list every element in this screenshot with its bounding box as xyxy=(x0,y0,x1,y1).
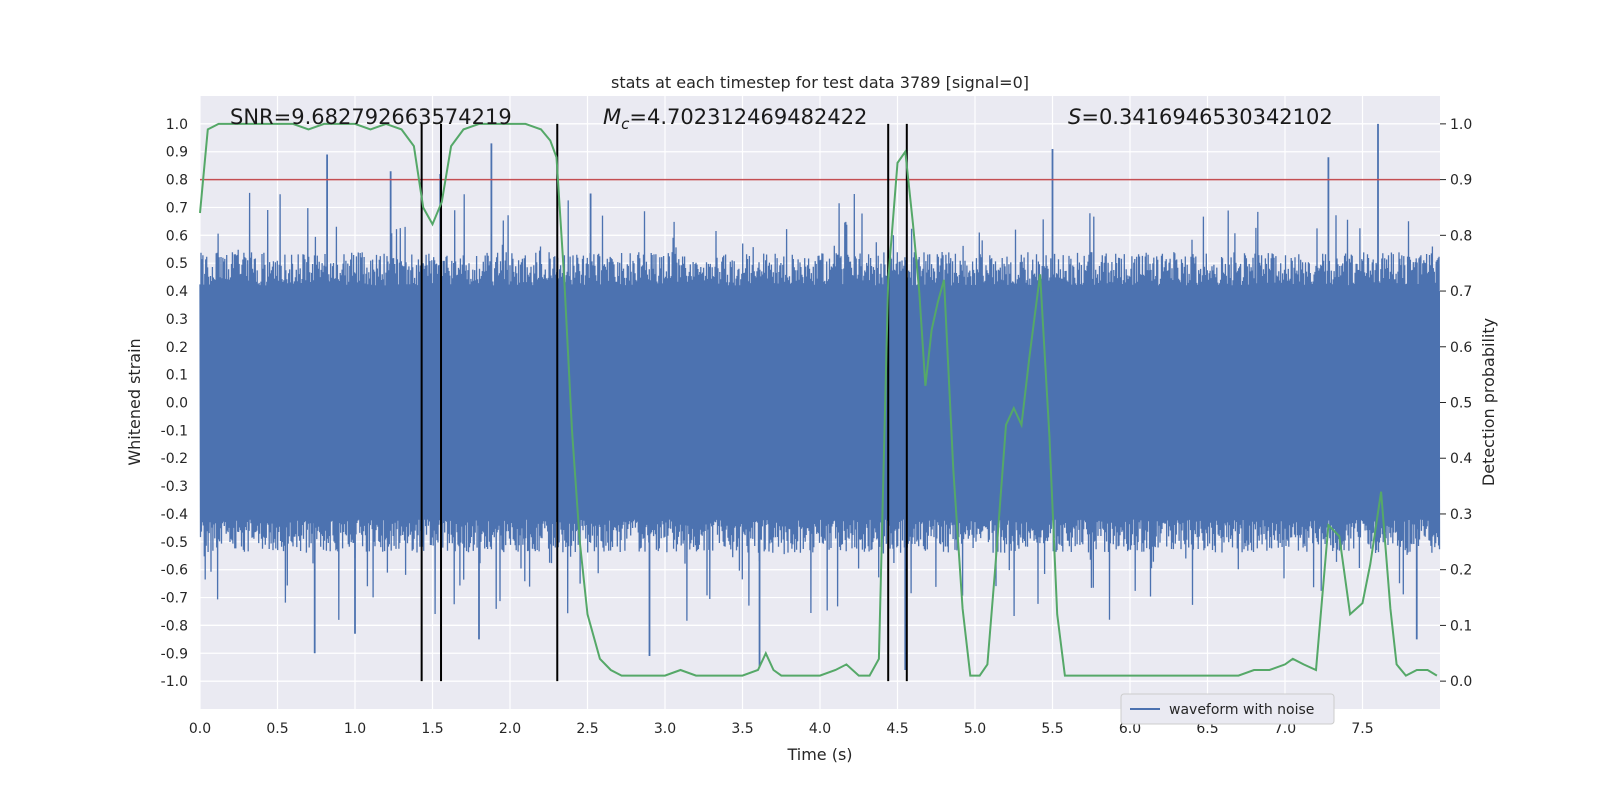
y-tick-label: -0.9 xyxy=(161,646,188,662)
y-tick-label: -0.7 xyxy=(161,591,188,607)
y-tick-label: -0.3 xyxy=(161,479,188,495)
y-tick-label: -0.5 xyxy=(161,535,188,551)
s-symbol: S xyxy=(1068,105,1081,129)
y-tick-label: -0.1 xyxy=(161,423,188,439)
y2-tick-label: 0.3 xyxy=(1450,507,1472,523)
y-tick-label: 0.6 xyxy=(166,228,188,244)
waveform-band xyxy=(200,291,1440,514)
chirp-mass-annotation: Mc=4.702312469482422 xyxy=(603,105,867,133)
y-ticks: 1.0 0.9 0.8 0.7 0.6 0.5 0.4 0.3 0.2 0.1 0.0 -0.1 -0.… xyxy=(161,117,188,690)
y-tick-label: -0.8 xyxy=(161,618,188,634)
y-tick-label: 0.5 xyxy=(166,256,188,272)
x-tick-label: 2.0 xyxy=(499,721,521,737)
y2-tick-label: 0.4 xyxy=(1450,451,1472,467)
y-tick-label: 0.3 xyxy=(166,312,188,328)
x-tick-label: 3.5 xyxy=(731,721,753,737)
y2-tick-label: 0.2 xyxy=(1450,563,1472,579)
y2-ticks: 1.0 0.9 0.8 0.7 0.6 0.5 0.4 0.3 0.2 0.1 0.0 xyxy=(1440,117,1472,690)
x-tick-label: 6.5 xyxy=(1196,721,1218,737)
x-tick-label: 0.0 xyxy=(189,721,211,737)
x-tick-label: 5.0 xyxy=(964,721,986,737)
legend-label: waveform with noise xyxy=(1169,702,1314,718)
y2-tick-label: 0.7 xyxy=(1450,284,1472,300)
waveform-series xyxy=(199,123,1441,670)
y-tick-label: 0.0 xyxy=(166,396,188,412)
vertical-lines xyxy=(420,123,908,682)
s-value: =0.3416946530342102 xyxy=(1081,105,1332,129)
y-tick-label: -0.6 xyxy=(161,563,188,579)
x-tick-label: 1.0 xyxy=(344,721,366,737)
x-tick-label: 5.5 xyxy=(1041,721,1063,737)
snr-annotation: SNR=9.682792663574219 xyxy=(230,105,512,129)
y-tick-label: -0.2 xyxy=(161,451,188,467)
y2-tick-label: 1.0 xyxy=(1450,117,1472,133)
y2-axis-label: Detection probability xyxy=(1479,318,1498,486)
probability-line xyxy=(199,122,1438,677)
x-tick-label: 4.0 xyxy=(809,721,831,737)
probability-series xyxy=(199,122,1438,677)
y2-tick-label: 0.9 xyxy=(1450,173,1472,189)
mc-symbol: M xyxy=(603,105,621,129)
y-tick-label: 1.0 xyxy=(166,117,188,133)
y-tick-label: 0.4 xyxy=(166,284,188,300)
y-tick-label: 0.8 xyxy=(166,173,188,189)
x-tick-label: 3.0 xyxy=(654,721,676,737)
x-tick-label: 1.5 xyxy=(421,721,443,737)
x-tick-label: 0.5 xyxy=(266,721,288,737)
y2-tick-label: 0.5 xyxy=(1450,396,1472,412)
chart-title: stats at each timestep for test data 378… xyxy=(611,73,1029,92)
s-annotation: S=0.3416946530342102 xyxy=(1068,105,1333,129)
x-tick-label: 7.0 xyxy=(1274,721,1296,737)
legend: waveform with noise xyxy=(1120,693,1335,725)
x-tick-label: 2.5 xyxy=(576,721,598,737)
x-ticks: 0.0 0.5 1.0 1.5 2.0 2.5 3.0 3.5 4.0 4.5 5.0 5.5 6.0 6… xyxy=(189,721,1374,737)
y-tick-label: 0.2 xyxy=(166,340,188,356)
y2-tick-label: 0.1 xyxy=(1450,618,1472,634)
y-axis-label: Whitened strain xyxy=(125,338,144,465)
y-tick-label: 0.1 xyxy=(166,368,188,384)
y2-tick-label: 0.0 xyxy=(1450,674,1472,690)
y-tick-label: 0.9 xyxy=(166,145,188,161)
mc-value: =4.702312469482422 xyxy=(629,105,867,129)
x-tick-label: 7.5 xyxy=(1351,721,1373,737)
x-axis-label: Time (s) xyxy=(786,745,852,764)
x-tick-label: 6.0 xyxy=(1119,721,1141,737)
y-tick-label: 0.7 xyxy=(166,200,188,216)
mc-subscript: c xyxy=(621,115,630,133)
y2-tick-label: 0.6 xyxy=(1450,340,1472,356)
y-tick-label: -0.4 xyxy=(161,507,188,523)
legend-box xyxy=(1120,693,1335,725)
y-tick-label: -1.0 xyxy=(161,674,188,690)
y2-tick-label: 0.8 xyxy=(1450,228,1472,244)
x-tick-label: 4.5 xyxy=(886,721,908,737)
